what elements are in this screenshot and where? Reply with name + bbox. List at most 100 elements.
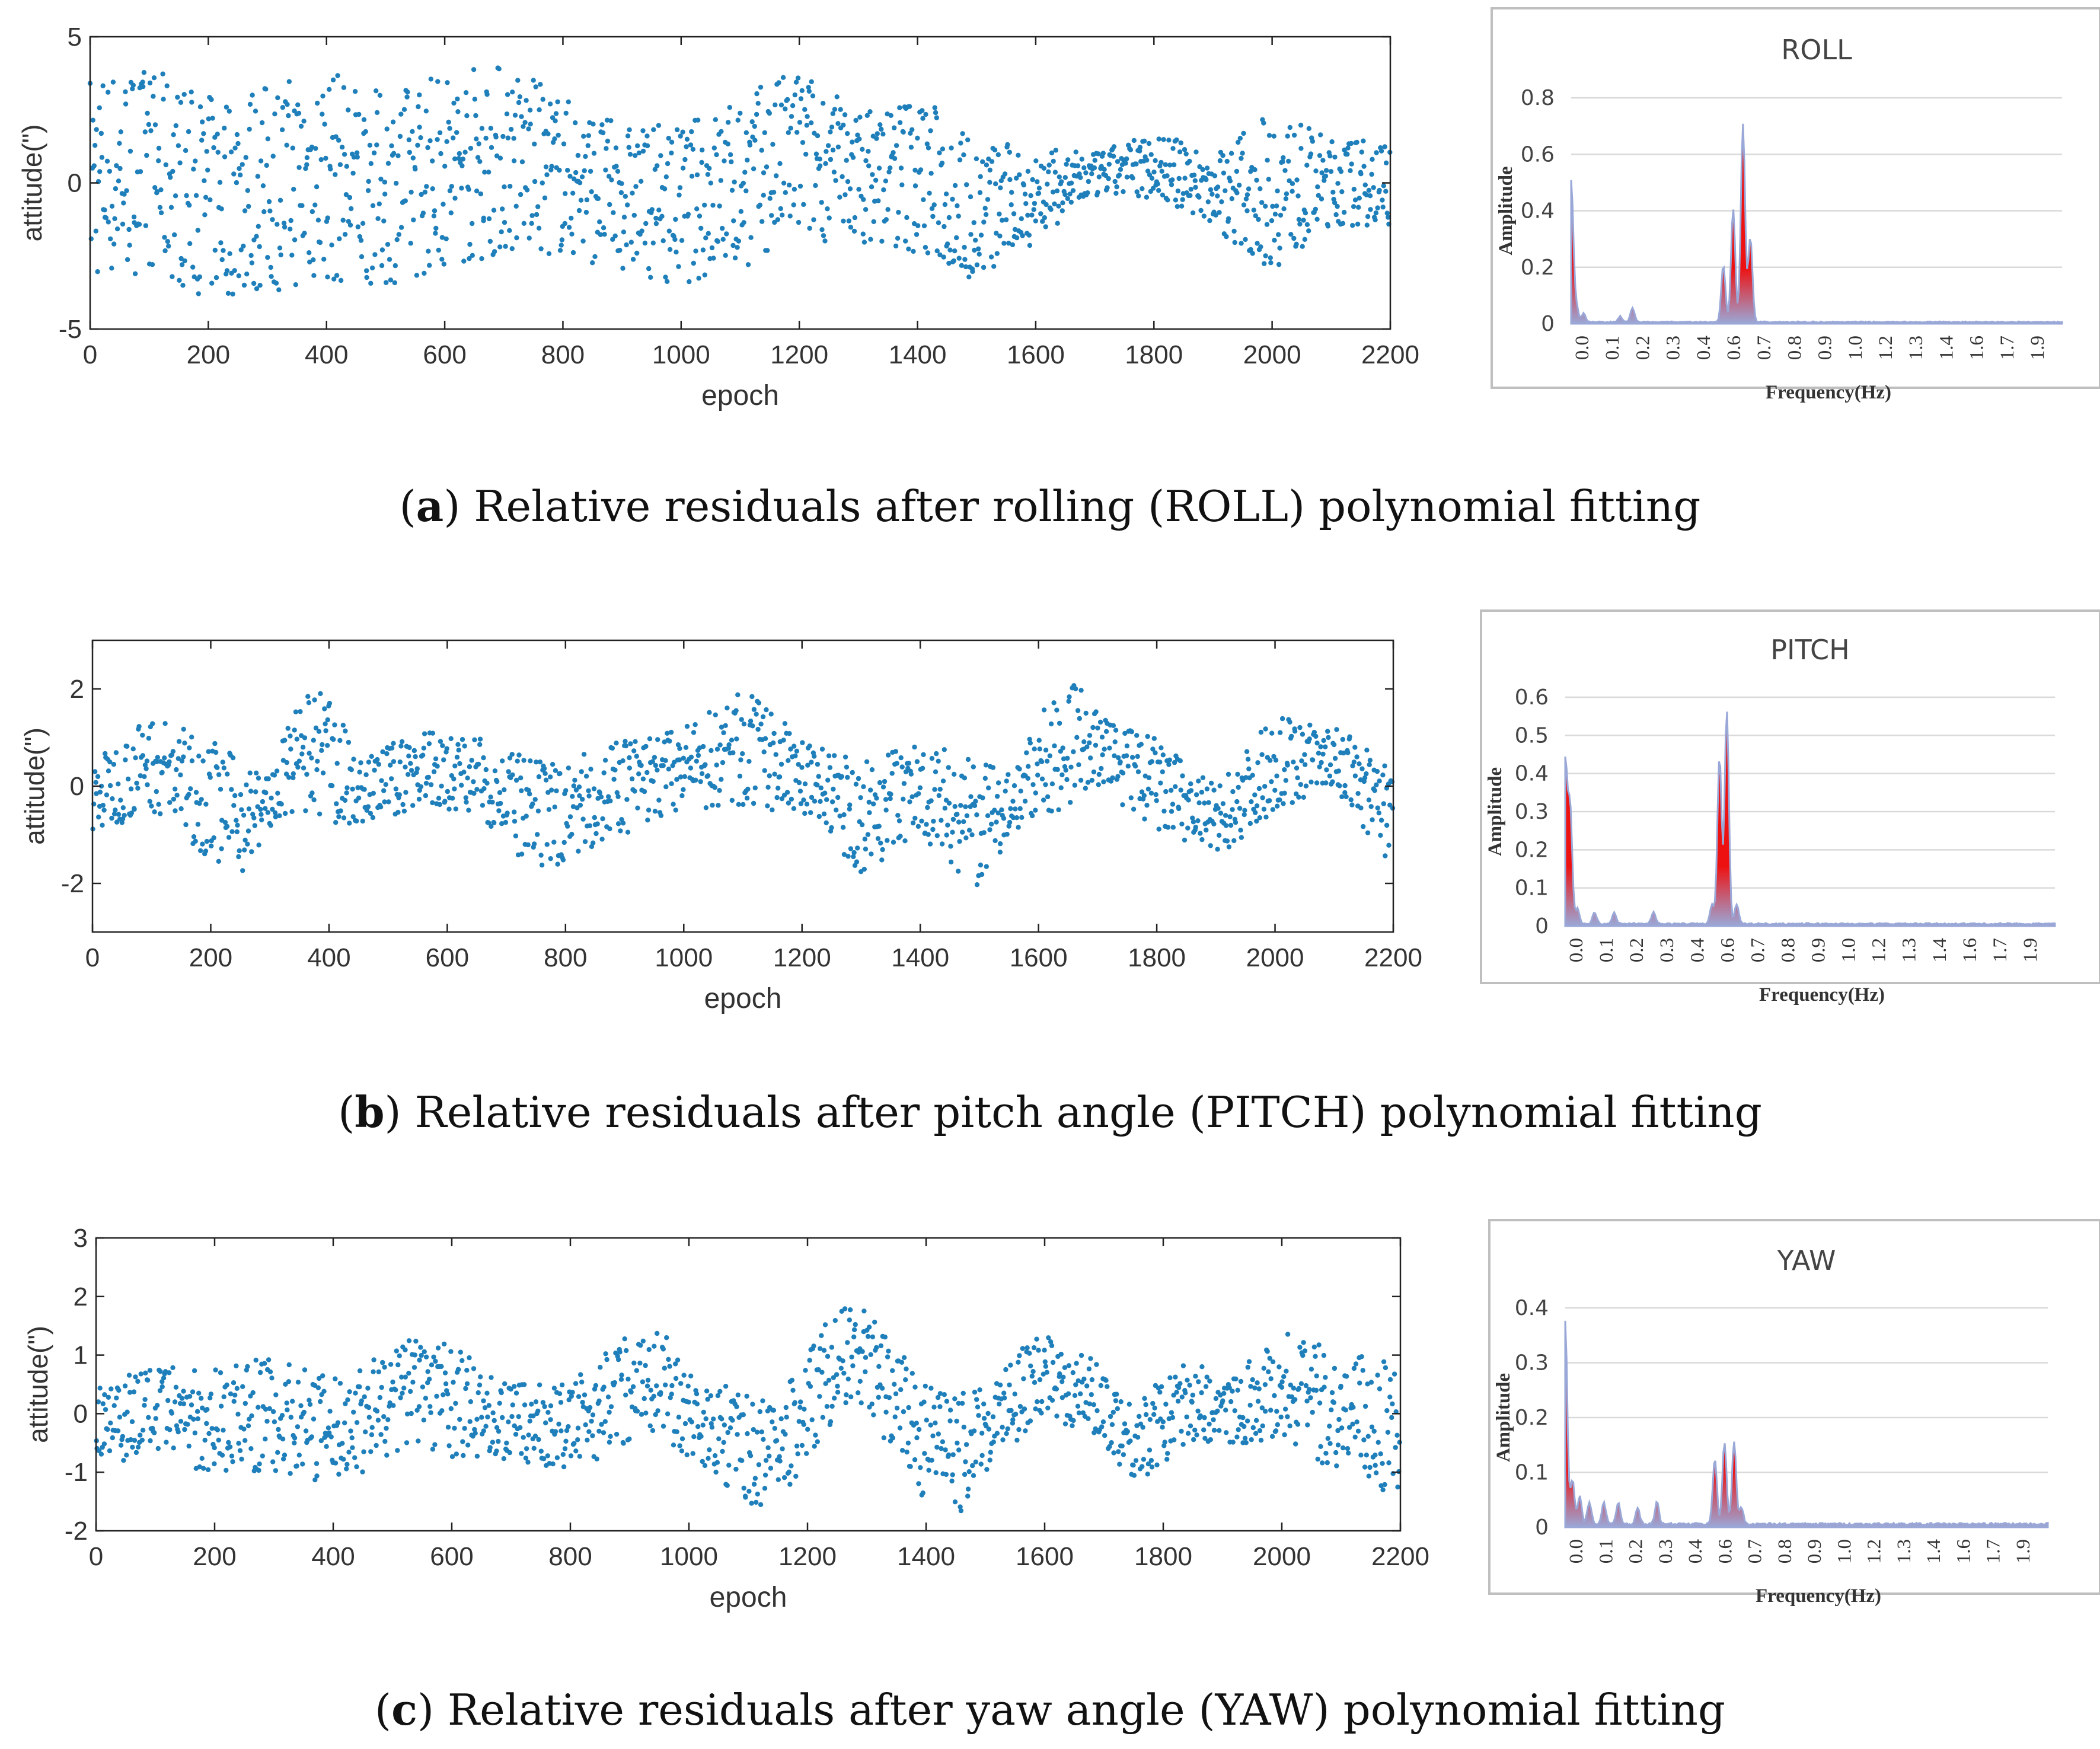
data-point (103, 751, 108, 757)
data-point (1323, 1375, 1328, 1380)
data-point (414, 770, 419, 775)
data-point (1293, 1441, 1298, 1447)
data-point (1273, 758, 1279, 763)
y-axis-label: Amplitude (1485, 767, 1506, 856)
data-point (198, 848, 203, 854)
data-point (1247, 821, 1253, 826)
data-point (1255, 760, 1260, 765)
data-point (786, 800, 792, 806)
data-point (700, 1422, 706, 1428)
data-point (934, 248, 940, 254)
data-point (607, 826, 612, 832)
data-point (1134, 161, 1139, 167)
data-point (1028, 1363, 1033, 1369)
data-point (820, 1415, 826, 1420)
data-point (336, 814, 342, 819)
data-point (952, 771, 957, 777)
data-point (1194, 1432, 1199, 1438)
data-point (267, 208, 273, 213)
data-point (904, 215, 909, 221)
data-point (770, 807, 775, 813)
data-point (532, 178, 538, 184)
y-tick-label: 0 (74, 1399, 88, 1428)
data-point (986, 785, 991, 791)
data-point (382, 180, 388, 185)
data-point (1260, 1423, 1265, 1429)
data-point (263, 790, 269, 796)
data-point (1062, 1421, 1068, 1426)
data-point (275, 1450, 280, 1455)
data-point (825, 1354, 831, 1359)
data-point (1068, 764, 1074, 770)
data-point (906, 761, 912, 766)
data-point (1242, 1435, 1248, 1441)
data-point (325, 743, 330, 748)
data-point (650, 240, 656, 245)
data-point (497, 1400, 502, 1406)
data-point (1301, 218, 1306, 223)
data-point (863, 1369, 868, 1374)
data-point (473, 113, 478, 119)
data-point (533, 1399, 539, 1405)
data-point (764, 707, 769, 713)
data-point (717, 742, 723, 748)
data-point (608, 1434, 613, 1439)
data-point (391, 741, 396, 746)
data-point (132, 1438, 138, 1443)
data-point (174, 767, 179, 773)
data-point (773, 752, 778, 757)
data-point (1064, 777, 1070, 783)
data-point (553, 118, 558, 123)
data-point (442, 1370, 448, 1375)
data-point (311, 797, 317, 803)
data-point (352, 1455, 358, 1460)
data-point (1224, 158, 1230, 164)
data-point (1298, 1381, 1304, 1386)
data-point (716, 1436, 722, 1441)
data-point (783, 1405, 789, 1410)
data-point (1146, 141, 1152, 146)
data-point (580, 1400, 585, 1405)
data-point (406, 772, 411, 777)
data-point (713, 117, 719, 122)
data-point (1278, 212, 1284, 218)
data-point (273, 1468, 279, 1473)
data-point (971, 764, 976, 770)
data-point (487, 1445, 493, 1450)
data-point (1005, 142, 1010, 147)
data-point (770, 1419, 775, 1425)
data-point (651, 1393, 657, 1399)
data-point (435, 1345, 441, 1351)
data-point (974, 1397, 979, 1402)
data-point (870, 1334, 876, 1340)
data-point (284, 759, 289, 765)
data-point (551, 840, 557, 845)
data-point (678, 774, 684, 780)
data-point (810, 93, 816, 98)
data-point (199, 138, 205, 143)
data-point (958, 803, 963, 808)
data-point (1352, 745, 1358, 750)
data-point (128, 786, 134, 791)
data-point (1128, 1438, 1133, 1444)
data-point (615, 821, 621, 826)
data-point (406, 1338, 412, 1343)
data-point (960, 131, 965, 136)
data-point (354, 150, 360, 155)
data-point (917, 785, 923, 790)
data-point (1226, 844, 1232, 850)
data-point (464, 1381, 470, 1387)
data-point (950, 816, 956, 822)
data-point (175, 1429, 181, 1435)
data-point (1342, 783, 1348, 789)
data-point (397, 133, 403, 139)
data-point (492, 249, 497, 254)
data-point (370, 203, 376, 209)
data-point (973, 1459, 979, 1464)
data-point (1245, 757, 1251, 762)
data-point (510, 90, 515, 95)
data-point (291, 187, 296, 192)
data-point (171, 1445, 176, 1451)
data-point (1033, 1406, 1038, 1412)
data-point (1145, 1461, 1151, 1467)
